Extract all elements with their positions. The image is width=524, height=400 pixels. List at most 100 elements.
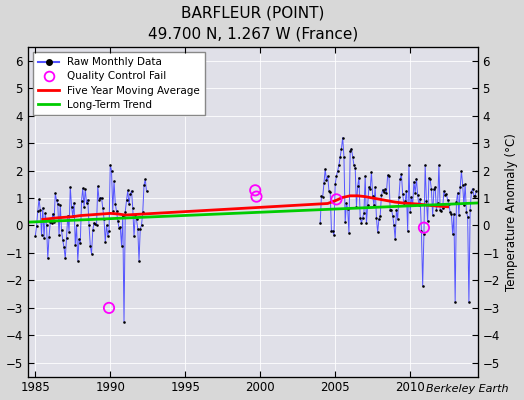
Point — [116, 224, 125, 231]
Point — [102, 222, 111, 228]
Point — [435, 162, 443, 168]
Point — [431, 184, 439, 190]
Point — [468, 185, 477, 192]
Point — [31, 233, 39, 240]
Point — [62, 234, 71, 241]
Point — [115, 224, 123, 231]
Point — [111, 200, 119, 207]
Point — [467, 188, 476, 195]
Point — [400, 202, 408, 208]
Point — [73, 258, 82, 264]
Point — [321, 166, 330, 172]
Point — [326, 189, 334, 196]
Point — [36, 207, 45, 214]
Point — [341, 219, 350, 226]
Point — [128, 205, 137, 211]
Point — [413, 192, 422, 198]
Point — [134, 226, 142, 232]
Point — [57, 227, 66, 234]
Point — [140, 182, 148, 189]
Point — [376, 213, 385, 219]
Point — [344, 206, 352, 212]
Point — [420, 224, 428, 231]
Point — [95, 196, 103, 203]
Point — [126, 191, 135, 198]
Point — [422, 198, 431, 204]
Point — [407, 194, 416, 200]
Point — [333, 167, 342, 174]
Point — [423, 218, 432, 224]
Point — [402, 188, 411, 194]
Point — [350, 162, 358, 168]
Point — [368, 193, 377, 199]
Point — [135, 258, 143, 264]
Point — [63, 212, 72, 219]
Point — [112, 208, 121, 214]
Point — [91, 221, 100, 228]
Point — [354, 183, 362, 190]
Point — [105, 305, 113, 311]
Text: Berkeley Earth: Berkeley Earth — [426, 384, 508, 394]
Point — [75, 236, 83, 242]
Point — [458, 182, 467, 188]
Point — [463, 214, 472, 220]
Point — [79, 185, 87, 192]
Point — [90, 220, 98, 226]
Point — [118, 212, 127, 219]
Point — [426, 176, 434, 183]
Point — [401, 198, 409, 204]
Point — [40, 235, 48, 242]
Point — [52, 197, 61, 204]
Point — [432, 206, 441, 213]
Point — [449, 231, 457, 238]
Point — [43, 255, 52, 262]
Point — [53, 201, 62, 207]
Point — [39, 205, 47, 211]
Point — [331, 181, 340, 188]
Point — [380, 189, 388, 195]
Point — [446, 209, 454, 215]
Point — [319, 194, 327, 200]
Point — [45, 234, 53, 240]
Point — [37, 232, 46, 238]
Point — [101, 239, 110, 245]
Point — [42, 222, 51, 228]
Point — [61, 255, 70, 262]
Point — [51, 190, 60, 197]
Point — [32, 223, 41, 230]
Point — [443, 197, 452, 204]
Point — [451, 299, 460, 306]
Point — [471, 192, 479, 199]
Point — [328, 228, 336, 234]
Point — [131, 212, 139, 218]
Y-axis label: Temperature Anomaly (°C): Temperature Anomaly (°C) — [506, 133, 518, 291]
Point — [336, 154, 344, 160]
Point — [330, 232, 338, 238]
Point — [364, 202, 372, 208]
Point — [450, 210, 458, 217]
Point — [392, 207, 401, 213]
Point — [94, 183, 102, 189]
Point — [378, 186, 387, 193]
Point — [89, 227, 97, 234]
Point — [104, 232, 112, 239]
Point — [133, 216, 141, 223]
Point — [329, 228, 337, 234]
Point — [417, 228, 425, 234]
Point — [107, 167, 116, 174]
Point — [462, 208, 471, 215]
Point — [127, 188, 136, 194]
Point — [455, 212, 463, 218]
Point — [100, 216, 108, 222]
Point — [71, 242, 80, 248]
Point — [325, 188, 333, 194]
Point — [105, 228, 113, 234]
Point — [137, 222, 146, 228]
Point — [342, 200, 351, 206]
Point — [108, 208, 117, 214]
Point — [386, 207, 395, 214]
Point — [340, 154, 348, 160]
Point — [122, 197, 130, 204]
Point — [81, 186, 90, 192]
Point — [335, 162, 343, 168]
